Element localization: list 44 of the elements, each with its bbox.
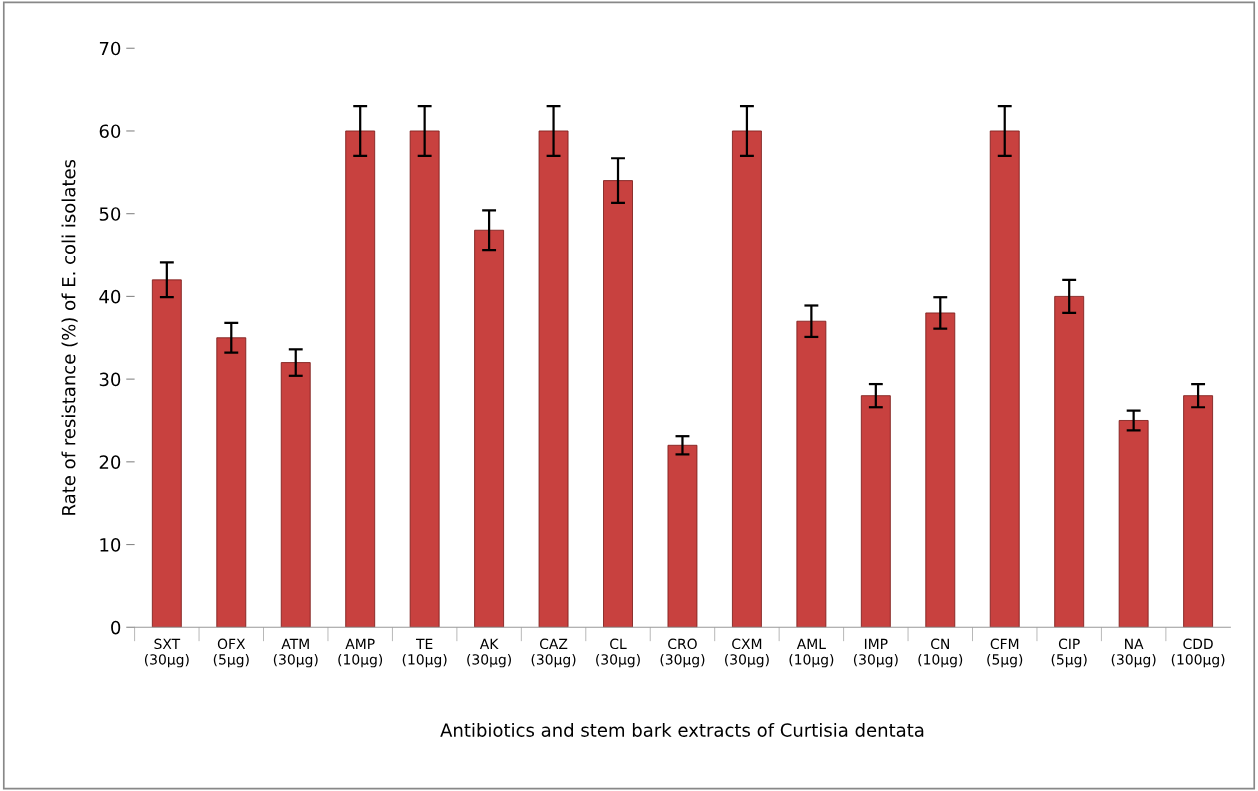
y-tick-label: 70 (99, 41, 121, 56)
x-tick-label: CIP (5µg) (1051, 638, 1087, 668)
x-tick-label: CN (10µg) (918, 638, 963, 668)
bar (409, 130, 440, 628)
bar (280, 362, 311, 628)
x-axis-title: Antibiotics and stem bark extracts of Curtisia dentata (440, 722, 924, 737)
bar (1118, 420, 1149, 628)
x-tick-label: OFX (5µg) (213, 638, 249, 668)
bar (538, 130, 569, 628)
x-tick-label: AMP (10µg) (338, 638, 383, 668)
x-tick-label: AML (10µg) (789, 638, 834, 668)
x-tick-label: CRO (30µg) (660, 638, 705, 668)
y-tick-label: 20 (99, 455, 121, 469)
y-tick-label: 30 (99, 372, 121, 387)
y-tick-label: 10 (100, 538, 121, 552)
x-tick-label: TE (10µg) (402, 638, 447, 668)
y-tick-label: 50 (99, 207, 121, 221)
bar (796, 320, 827, 628)
x-tick-label: CFM (5µg) (987, 638, 1023, 668)
bar (1183, 395, 1214, 628)
x-tick-label: SXT (30µg) (144, 638, 189, 668)
bar (603, 180, 633, 628)
y-tick-label: 40 (99, 289, 121, 304)
bar (151, 279, 182, 628)
x-tick-label: AK (30µg) (467, 638, 511, 668)
x-tick-label: NA (30µg) (1111, 638, 1156, 668)
y-axis-title: Rate of resistance (%) of E. coli isolates (61, 159, 78, 515)
y-tick-label: 0 (111, 620, 121, 635)
y-tick-label: 60 (99, 124, 121, 139)
bar (345, 130, 376, 628)
bar (925, 312, 956, 628)
bar (860, 395, 891, 628)
bar (474, 229, 505, 628)
x-tick-label: CL (30µg) (596, 638, 640, 668)
bar (989, 130, 1020, 628)
bar (667, 444, 698, 628)
bar (732, 130, 762, 628)
x-tick-label: CAZ (30µg) (531, 638, 576, 668)
bar (1054, 295, 1085, 628)
x-tick-label: CDD (100µg) (1171, 638, 1225, 668)
x-tick-label: ATM (30µg) (273, 638, 318, 668)
x-tick-label: CXM (30µg) (725, 638, 769, 668)
x-tick-label: IMP (30µg) (853, 638, 898, 668)
bar (216, 337, 247, 628)
